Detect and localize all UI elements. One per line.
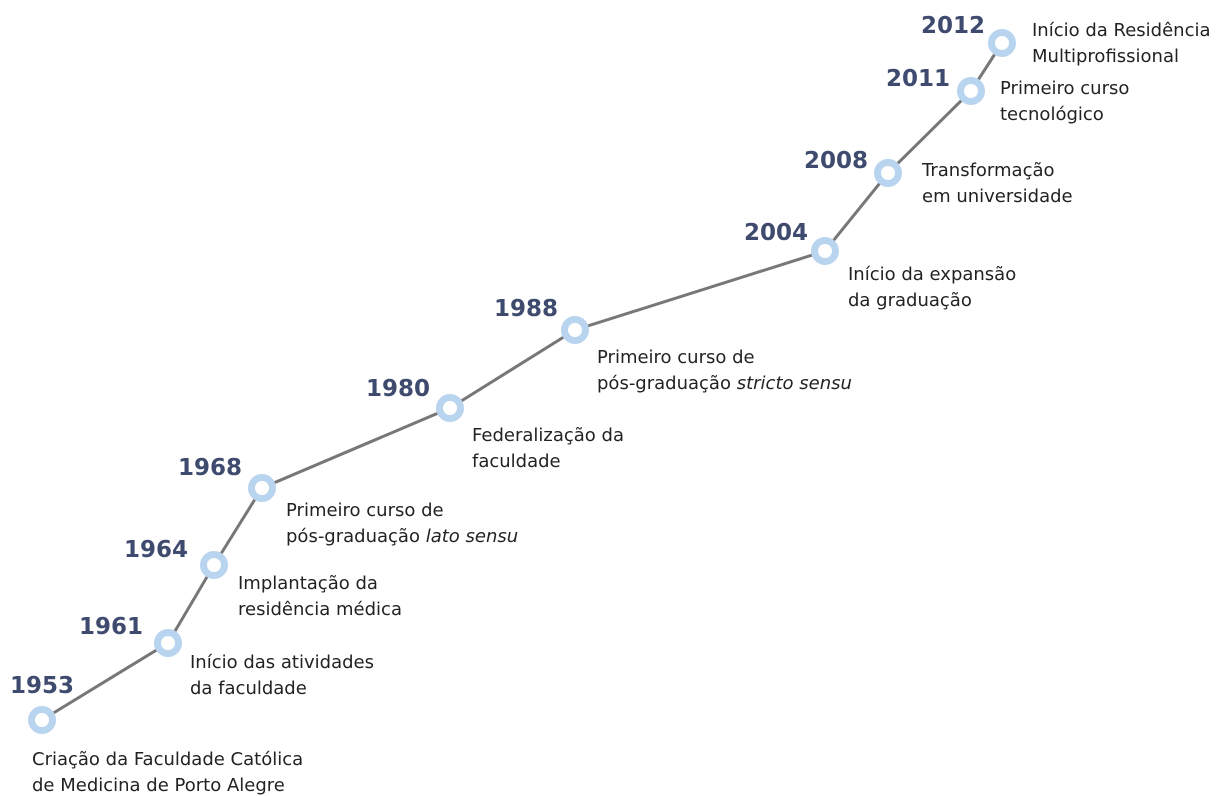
event-description: Primeiro curso de	[597, 347, 755, 368]
description-text: em universidade	[922, 186, 1073, 207]
description-text: Primeiro curso	[1000, 78, 1129, 99]
year-label: 1980	[366, 376, 430, 402]
event-description: tecnológico	[1000, 104, 1104, 125]
event-description: Início das atividades	[190, 652, 374, 673]
event-description: Multiprofissional	[1032, 46, 1179, 67]
event-description: Criação da Faculdade Católica	[32, 749, 303, 770]
description-emphasis: lato sensu	[426, 526, 518, 547]
description-text: Federalização da	[472, 425, 624, 446]
event-description: Início da expansão	[848, 264, 1016, 285]
year-label: 1953	[10, 673, 74, 699]
description-text: Multiprofissional	[1032, 46, 1179, 67]
description-text: da graduação	[848, 290, 972, 311]
timeline-node	[200, 551, 228, 579]
description-text: Primeiro curso de	[597, 347, 755, 368]
description-text: Implantação da	[238, 573, 378, 594]
description-text: Primeiro curso de	[286, 500, 444, 521]
description-text: Início da expansão	[848, 264, 1016, 285]
event-description: Início da Residência	[1032, 20, 1211, 41]
timeline-node	[561, 316, 589, 344]
event-description: Primeiro curso de	[286, 500, 444, 521]
timeline-node	[248, 474, 276, 502]
description-emphasis: stricto sensu	[737, 373, 852, 394]
description-text: da faculdade	[190, 678, 307, 699]
description-text: faculdade	[472, 451, 561, 472]
event-description: residência médica	[238, 599, 402, 620]
description-text: Criação da Faculdade Católica	[32, 749, 303, 770]
year-label: 2012	[921, 13, 985, 39]
event-description: de Medicina de Porto Alegre	[32, 775, 285, 796]
event-description: Implantação da	[238, 573, 378, 594]
event-description: faculdade	[472, 451, 561, 472]
timeline-line	[41, 42, 1004, 722]
description-text: Início da Residência	[1032, 20, 1211, 41]
year-label: 2011	[886, 66, 950, 92]
year-label: 1961	[79, 614, 143, 640]
year-label: 1968	[178, 455, 242, 481]
year-label: 1964	[124, 537, 188, 563]
description-text: tecnológico	[1000, 104, 1104, 125]
description-text: de Medicina de Porto Alegre	[32, 775, 285, 796]
timeline-node	[874, 159, 902, 187]
event-description: Primeiro curso	[1000, 78, 1129, 99]
event-description: pós-graduação lato sensu	[286, 526, 518, 547]
description-text: pós-graduação	[286, 526, 420, 547]
timeline-node	[957, 77, 985, 105]
year-label: 2004	[744, 220, 808, 246]
event-description: Federalização da	[472, 425, 624, 446]
timeline-node	[28, 706, 56, 734]
timeline-node	[154, 629, 182, 657]
timeline-node	[436, 394, 464, 422]
event-description: em universidade	[922, 186, 1073, 207]
description-text: pós-graduação	[597, 373, 731, 394]
description-text: Transformação	[921, 160, 1055, 181]
timeline-node	[811, 237, 839, 265]
year-label: 2008	[804, 148, 868, 174]
description-text: residência médica	[238, 599, 402, 620]
event-description: pós-graduação stricto sensu	[597, 373, 852, 394]
event-description: da graduação	[848, 290, 972, 311]
event-description: da faculdade	[190, 678, 307, 699]
year-label: 1988	[494, 296, 558, 322]
timeline-node	[988, 29, 1016, 57]
event-description: Transformação	[921, 160, 1055, 181]
description-text: Início das atividades	[190, 652, 374, 673]
